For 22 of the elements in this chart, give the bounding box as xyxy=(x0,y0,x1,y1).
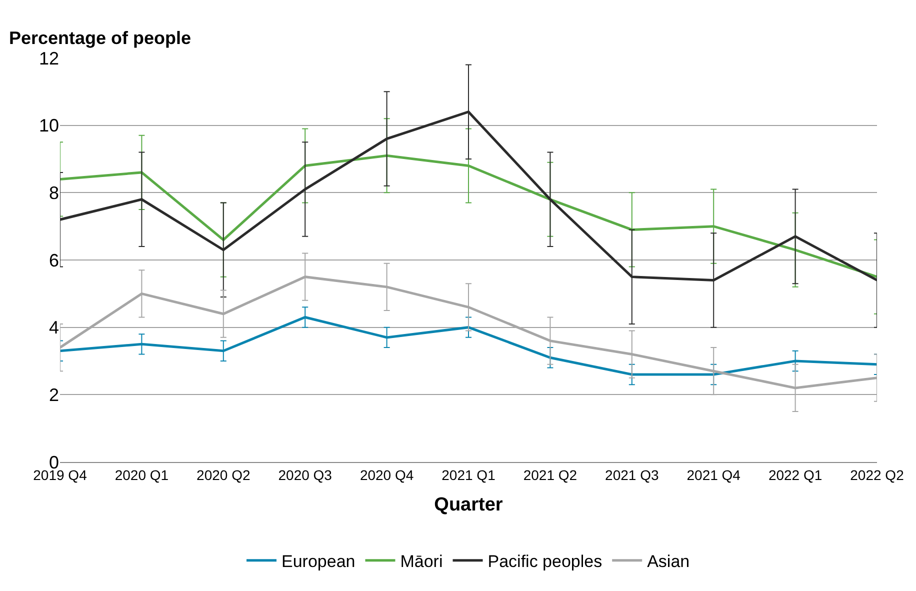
legend-label: Māori xyxy=(400,552,443,571)
x-tick-label: 2022 Q1 xyxy=(768,466,822,483)
legend-label: European xyxy=(282,552,356,571)
x-tick-label: 2021 Q2 xyxy=(523,466,578,483)
x-tick-label: 2020 Q4 xyxy=(360,466,414,483)
y-tick-label: 6 xyxy=(48,250,59,270)
x-tick-label: 2021 Q1 xyxy=(442,466,496,483)
x-tick-label: 2022 Q2 xyxy=(850,466,904,483)
y-axis-title: Percentage of people xyxy=(9,28,192,48)
y-tick-label: 2 xyxy=(48,384,59,405)
x-tick-label: 2020 Q1 xyxy=(114,466,169,483)
x-tick-label: 2021 Q4 xyxy=(686,466,741,483)
y-tick-label: 4 xyxy=(48,318,59,338)
legend-label: Pacific peoples xyxy=(488,552,602,571)
x-tick-label: 2020 Q2 xyxy=(196,466,250,483)
x-tick-label: 2021 Q3 xyxy=(605,466,659,483)
x-tick-label: 2020 Q3 xyxy=(278,466,332,483)
legend-label: Asian xyxy=(647,552,690,571)
y-tick-label: 10 xyxy=(38,116,59,136)
y-tick-label: 8 xyxy=(48,182,59,203)
y-tick-label: 12 xyxy=(38,48,59,68)
x-axis-title: Quarter xyxy=(434,494,504,516)
